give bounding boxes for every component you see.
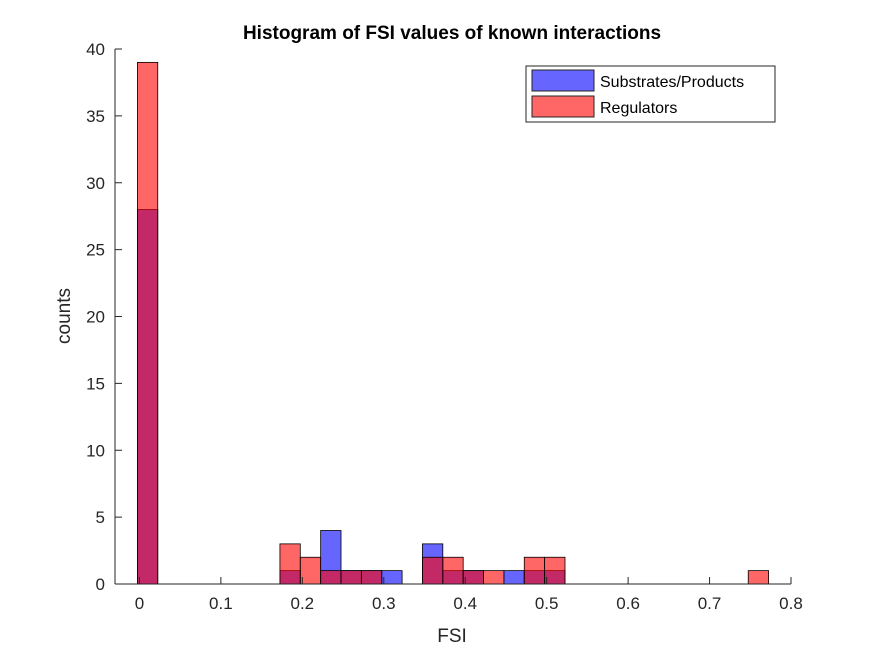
legend-label-substrates: Substrates/Products	[600, 74, 744, 91]
x-tick-label: 0.3	[372, 594, 396, 613]
bar-substrates-18	[503, 570, 525, 585]
bar-regulators-14	[422, 556, 444, 585]
y-tick-label: 25	[86, 241, 105, 260]
bar-regulators-7	[279, 543, 301, 585]
bar-substrates-12	[381, 570, 403, 585]
x-tick-label: 0.4	[453, 594, 477, 613]
x-axis-label: FSI	[437, 626, 467, 647]
legend-label-regulators: Regulators	[600, 100, 677, 117]
x-tick-label: 0.2	[291, 594, 315, 613]
y-tick-label: 5	[96, 508, 105, 527]
bar-regulators-16	[462, 570, 484, 585]
x-tick-label: 0.5	[535, 594, 559, 613]
y-tick-label: 20	[86, 308, 105, 327]
bar-regulators-11	[360, 570, 383, 585]
y-axis-label: counts	[54, 288, 75, 344]
bar-regulators-20	[544, 556, 566, 585]
y-tick-label: 35	[86, 107, 105, 126]
bar-regulators-10	[340, 570, 362, 585]
y-tick-label: 30	[86, 174, 105, 193]
y-tick-label: 40	[86, 40, 105, 59]
legend: Substrates/Products Regulators	[525, 65, 776, 123]
bar-regulators-15	[442, 556, 464, 585]
bar-regulators-8	[299, 556, 322, 585]
bar-regulators-9	[320, 570, 342, 585]
x-tick-label: 0.1	[209, 594, 233, 613]
x-tick-label: 0.6	[616, 594, 640, 613]
legend-swatch-substrates	[531, 69, 595, 92]
y-tick-label: 0	[96, 575, 105, 594]
y-tick-label: 15	[86, 374, 105, 393]
axes-layer: 0 0.1 0.2 0.3 0.4 0.5 0.6 0.7 0.8 0 5 10 15 20 25 30 35 4…	[86, 40, 803, 613]
bar-regulators-17	[483, 570, 505, 585]
y-tick-label: 10	[86, 441, 105, 460]
bar-regulators-19	[523, 556, 546, 585]
bars-layer	[136, 61, 770, 585]
legend-swatch-regulators	[531, 95, 595, 118]
x-tick-label: 0	[135, 594, 144, 613]
x-tick-label: 0.7	[698, 594, 722, 613]
bar-regulators-30	[747, 570, 770, 585]
chart-title: Histogram of FSI values of known interac…	[243, 23, 661, 44]
bar-regulators-0	[136, 61, 159, 585]
x-tick-label: 0.8	[779, 594, 803, 613]
